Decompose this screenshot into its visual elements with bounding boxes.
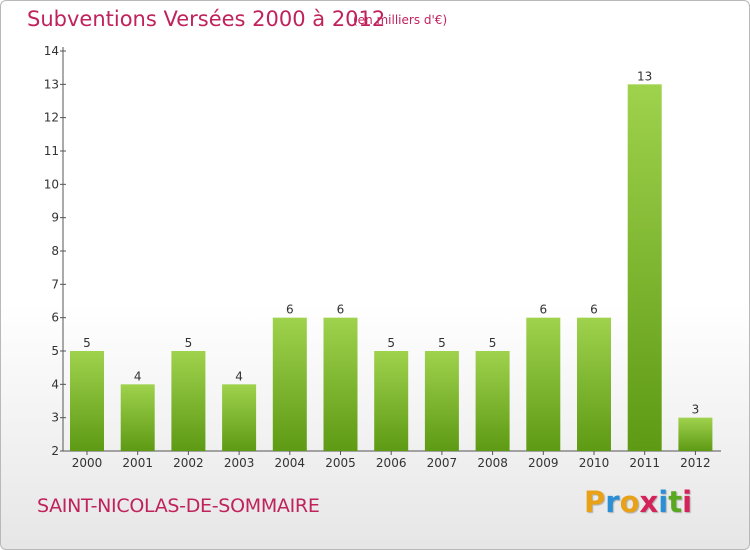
x-tick-label-2006: 2006 (376, 456, 407, 470)
bar-2006 (374, 351, 409, 451)
bar-2004 (272, 317, 307, 451)
value-label-2005: 6 (337, 303, 345, 317)
bar-2010 (577, 317, 611, 451)
x-tick-label-2000: 2000 (72, 456, 103, 470)
commune-name: SAINT-NICOLAS-DE-SOMMAIRE (37, 495, 320, 517)
value-label-2011: 13 (637, 69, 652, 83)
bar-2008 (475, 351, 510, 451)
y-tick-label: 10 (44, 177, 59, 191)
value-label-2000: 5 (83, 336, 91, 350)
logo-letter: i (682, 485, 693, 519)
x-tick-label-2004: 2004 (275, 456, 306, 470)
chart-bars (70, 84, 713, 451)
bar-2007 (424, 351, 459, 451)
value-label-2001: 4 (134, 369, 142, 383)
x-tick-label-2008: 2008 (477, 456, 508, 470)
y-tick-label: 11 (44, 144, 59, 158)
y-tick-label: 7 (51, 277, 59, 291)
value-label-2004: 6 (286, 303, 294, 317)
chart-title: Subventions Versées 2000 à 2012 (27, 7, 386, 31)
y-tick-label: 9 (51, 211, 59, 225)
logo-letter: x (639, 485, 659, 519)
value-label-2008: 5 (489, 336, 497, 350)
chart-unit: (en milliers d'€) (353, 13, 448, 27)
x-tick-label-2001: 2001 (122, 456, 153, 470)
logo-letter: t (668, 485, 683, 519)
x-tick-label-2012: 2012 (680, 456, 711, 470)
chart-labels: 2000 5 2001 4 2002 5 2003 4 2004 6 2005 6 2006 5 2007 5… (72, 69, 711, 470)
y-tick-label: 2 (51, 444, 59, 458)
logo-letter: P (584, 485, 606, 519)
x-tick-label-2003: 2003 (224, 456, 255, 470)
y-tick-label: 14 (44, 44, 59, 58)
x-tick-label-2009: 2009 (528, 456, 559, 470)
logo-letter: r (605, 485, 620, 519)
value-label-2010: 6 (590, 303, 598, 317)
y-tick-label: 6 (51, 311, 59, 325)
bar-2000 (70, 351, 104, 451)
bar-2012 (678, 417, 713, 451)
x-tick-label-2007: 2007 (427, 456, 458, 470)
bar-2009 (526, 317, 561, 451)
y-tick-label: 13 (44, 77, 59, 91)
y-tick-label: 8 (51, 244, 59, 258)
logo-letter: i (658, 485, 669, 519)
x-tick-label-2005: 2005 (325, 456, 356, 470)
y-tick-label: 4 (51, 377, 59, 391)
y-tick-label: 12 (44, 111, 59, 125)
bar-2003 (222, 384, 257, 451)
logo-letter: o (619, 485, 640, 519)
value-label-2006: 5 (387, 336, 395, 350)
value-label-2012: 3 (692, 403, 700, 417)
value-label-2007: 5 (438, 336, 446, 350)
bar-2002 (171, 351, 206, 451)
y-tick-label: 3 (51, 411, 59, 425)
x-tick-label-2002: 2002 (173, 456, 204, 470)
bar-2005 (323, 317, 358, 451)
value-label-2009: 6 (539, 303, 547, 317)
bar-2001 (120, 384, 155, 451)
value-label-2002: 5 (185, 336, 193, 350)
x-tick-label-2011: 2011 (629, 456, 660, 470)
y-tick-label: 5 (51, 344, 59, 358)
bar-2011 (627, 84, 662, 451)
value-label-2003: 4 (235, 369, 243, 383)
proxiti-logo: Proxiti (584, 485, 692, 519)
x-tick-label-2010: 2010 (579, 456, 610, 470)
